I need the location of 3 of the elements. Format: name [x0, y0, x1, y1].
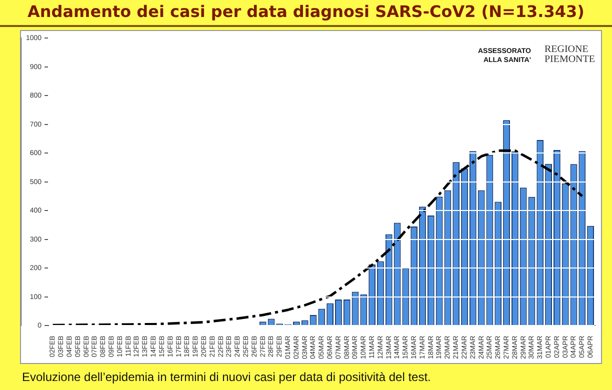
annotation: REGIONE PIEMONTE [544, 44, 595, 65]
text: Evoluzione dell’epidemia in termini di nuovi casi per data di positività del test. [22, 370, 431, 384]
chart-title: Andamento dei casi per data diagnosi SARS-CoV2 (N=13.343) [0, 2, 612, 27]
